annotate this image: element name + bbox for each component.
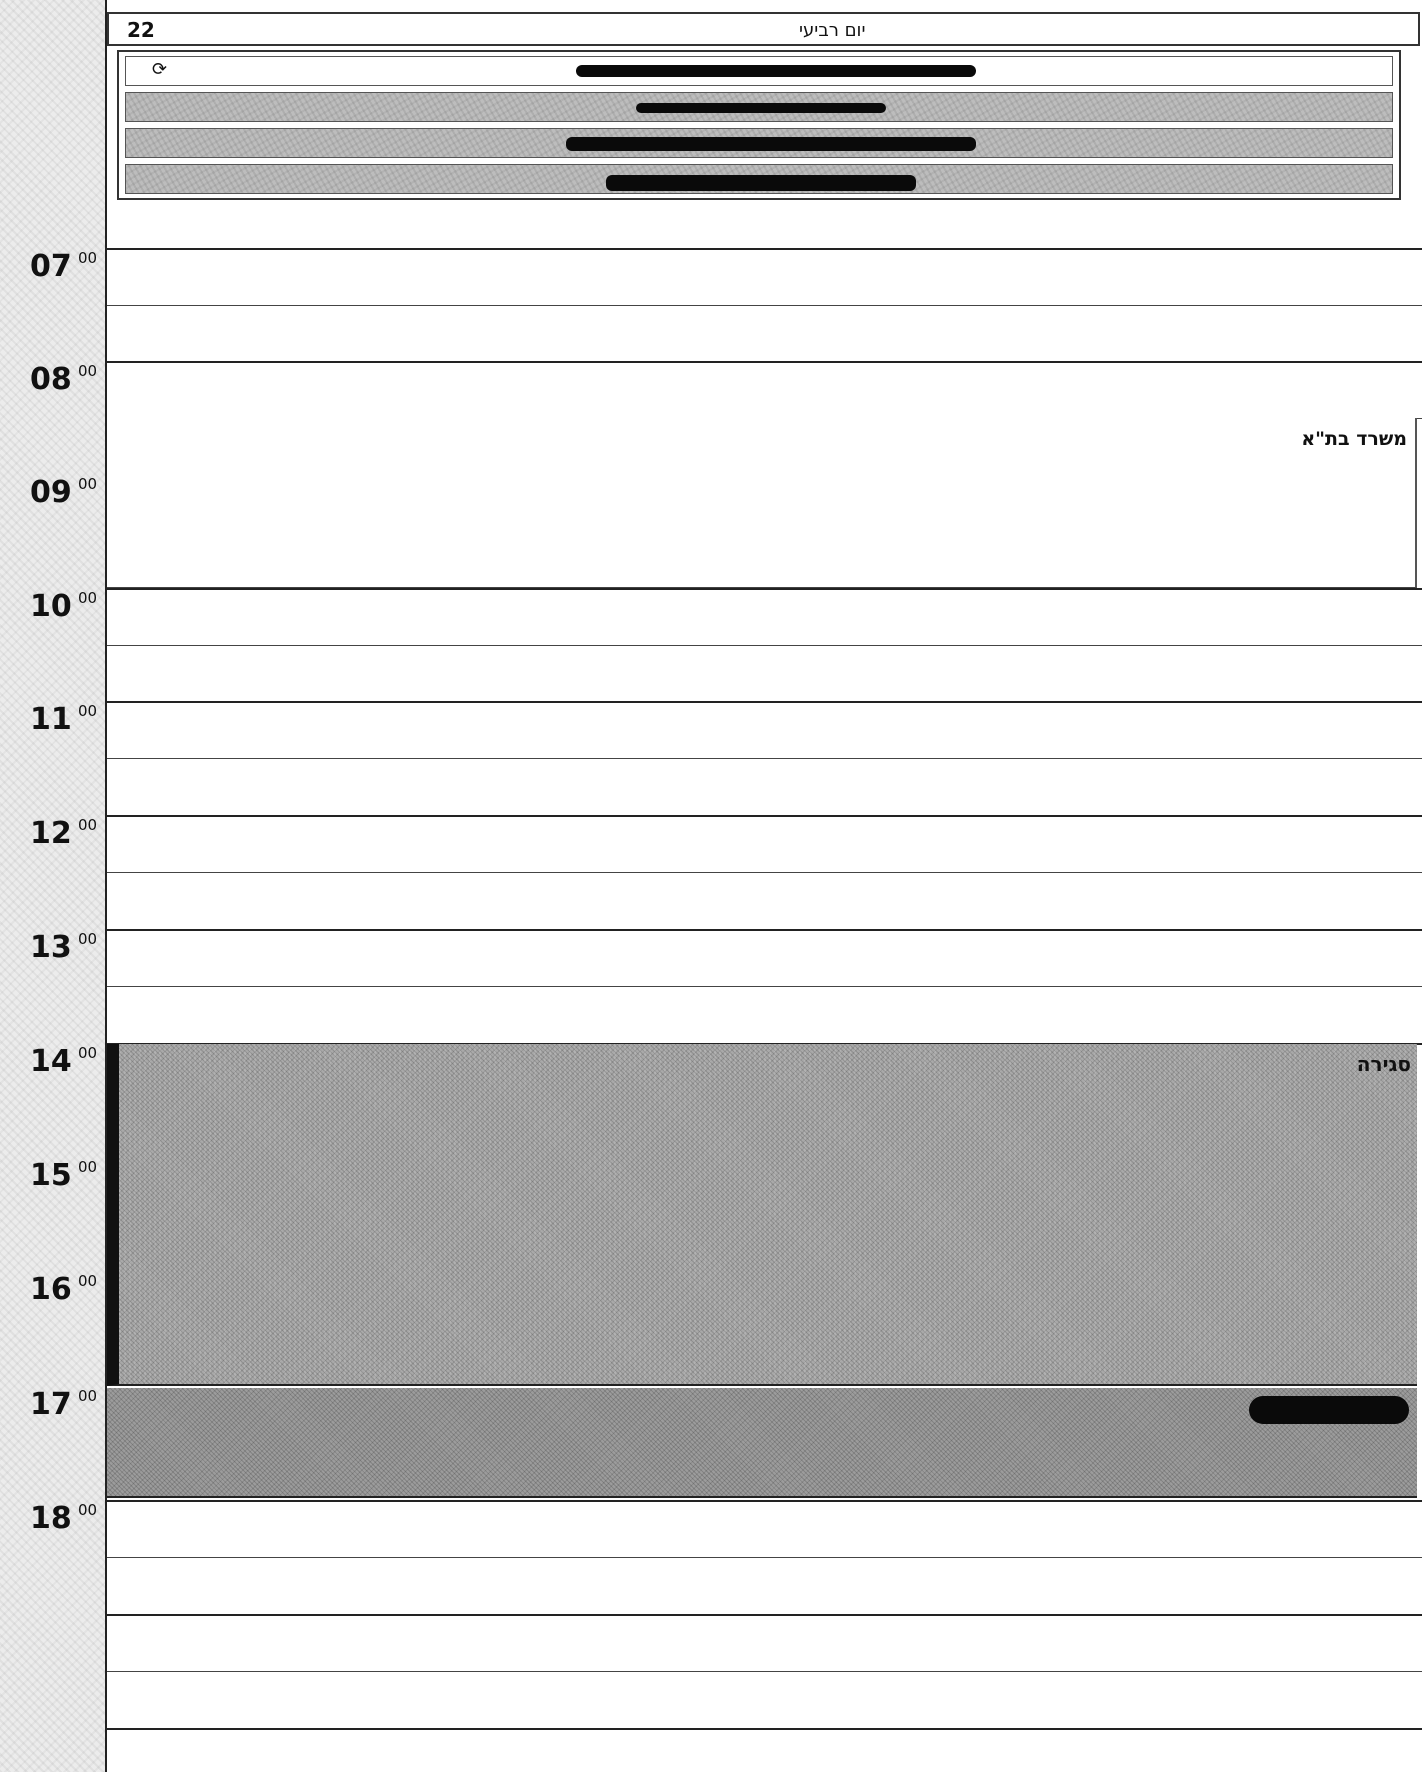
redaction [576, 65, 976, 77]
hour-label-12: 12 00 [30, 817, 105, 857]
hour-number: 09 [30, 475, 72, 510]
grid-line [107, 929, 1422, 931]
grid-line [107, 1557, 1422, 1558]
hour-number: 10 [30, 589, 72, 624]
grid-line [107, 1614, 1422, 1616]
grid-line [107, 1500, 1422, 1502]
hour-number: 15 [30, 1158, 72, 1193]
grid-line [107, 361, 1422, 363]
hour-label-14: 14 00 [30, 1045, 105, 1085]
event-title: משרד בת"א [1301, 428, 1407, 450]
hour-minutes: 00 [78, 249, 98, 267]
hour-minutes: 00 [78, 1158, 98, 1176]
hour-number: 13 [30, 930, 72, 965]
grid-line [107, 645, 1422, 646]
grid-line [107, 815, 1422, 817]
hour-label-18: 18 00 [30, 1502, 105, 1542]
hour-minutes: 00 [78, 1501, 98, 1519]
all-day-events: ⟳ [117, 50, 1401, 200]
hour-number: 11 [30, 702, 72, 737]
hour-number: 08 [30, 362, 72, 397]
hour-label-11: 11 00 [30, 703, 105, 743]
grid-line [107, 701, 1422, 703]
hour-label-17: 17 00 [30, 1388, 105, 1428]
hour-label-15: 15 00 [30, 1159, 105, 1199]
hour-number: 16 [30, 1272, 72, 1307]
grid-line [107, 872, 1422, 873]
grid-line [107, 758, 1422, 759]
hour-minutes: 00 [78, 816, 98, 834]
hour-minutes: 00 [78, 589, 98, 607]
hour-minutes: 00 [78, 362, 98, 380]
hour-label-08: 08 00 [30, 363, 105, 403]
grid-line [107, 1728, 1422, 1730]
hour-number: 12 [30, 816, 72, 851]
hour-minutes: 00 [78, 702, 98, 720]
grid-line [107, 305, 1422, 306]
grid-line [107, 986, 1422, 987]
recurrence-icon: ⟳ [152, 59, 168, 80]
day-number[interactable]: 22 [127, 18, 155, 42]
hour-minutes: 00 [78, 1044, 98, 1062]
hour-label-13: 13 00 [30, 931, 105, 971]
hour-number: 14 [30, 1044, 72, 1079]
grid-line [107, 1671, 1422, 1672]
redaction [566, 137, 976, 151]
event-office[interactable]: משרד בת"א [107, 418, 1417, 588]
grid-line [107, 588, 1422, 590]
event-closing[interactable]: סגירה [107, 1044, 1417, 1386]
hour-label-16: 16 00 [30, 1273, 105, 1313]
hour-minutes: 00 [78, 475, 98, 493]
day-name: יום רביעי [799, 20, 866, 41]
grid-line [107, 248, 1422, 250]
hour-label-09: 09 00 [30, 476, 105, 516]
hour-number: 17 [30, 1387, 72, 1422]
hour-minutes: 00 [78, 1272, 98, 1290]
hour-label-07: 07 00 [30, 250, 105, 290]
hour-minutes: 00 [78, 930, 98, 948]
redaction [636, 103, 886, 113]
hour-minutes: 00 [78, 1387, 98, 1405]
redaction [1249, 1396, 1409, 1424]
hour-number: 18 [30, 1501, 72, 1536]
hour-label-10: 10 00 [30, 590, 105, 630]
day-header[interactable]: 22 יום רביעי [107, 12, 1420, 46]
all-day-event[interactable] [125, 92, 1393, 122]
hour-number: 07 [30, 249, 72, 284]
all-day-event[interactable]: ⟳ [125, 56, 1393, 86]
event-title: סגירה [1356, 1052, 1411, 1076]
time-gutter: 07 00 08 00 09 00 10 00 11 00 12 00 13 0… [0, 0, 107, 1772]
all-day-event[interactable] [125, 128, 1393, 158]
all-day-event[interactable] [125, 164, 1393, 194]
redaction [606, 175, 916, 191]
event-evening[interactable] [107, 1388, 1417, 1498]
